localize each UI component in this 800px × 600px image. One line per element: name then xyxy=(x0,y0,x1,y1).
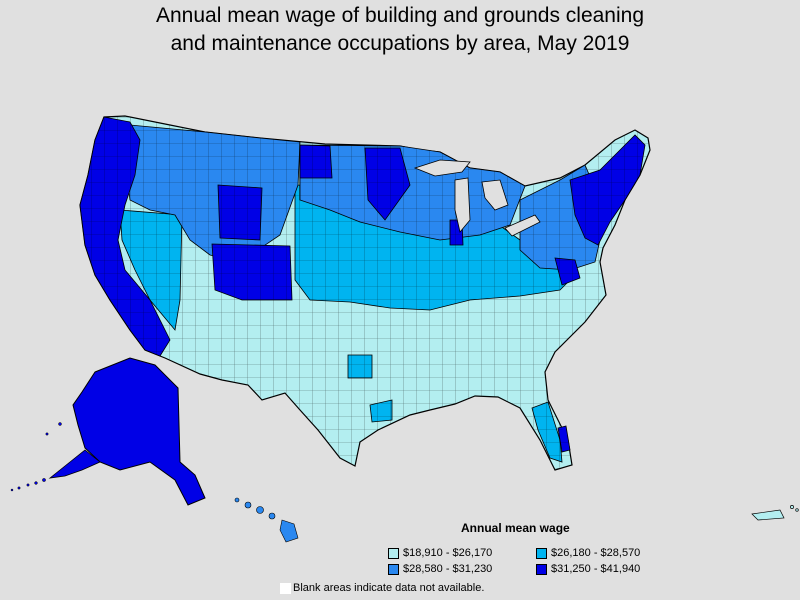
legend-item-band-2: $26,180 - $28,570 xyxy=(536,546,686,560)
legend-item-band-1: $18,910 - $26,170 xyxy=(388,546,536,560)
title-line-1: Annual mean wage of building and grounds… xyxy=(155,4,645,27)
legend-item-band-3: $28,580 - $31,230 xyxy=(388,562,536,576)
lake-erie xyxy=(504,214,541,237)
legend-label-band-4: $31,250 - $41,940 xyxy=(551,563,641,575)
blank-areas-note: Blank areas indicate data not available. xyxy=(280,582,484,594)
legend-swatch-band-2 xyxy=(536,547,547,559)
alaska-peninsula xyxy=(48,449,101,479)
legend-title: Annual mean wage xyxy=(461,521,570,535)
lake-superior xyxy=(413,159,471,177)
map-title: Annual mean wage of building and grounds… xyxy=(0,2,800,58)
title-line-2: and maintenance occupations by area, May… xyxy=(170,32,630,55)
aleutian-islands xyxy=(10,422,62,492)
alaska xyxy=(72,357,206,506)
legend-item-band-4: $31,250 - $41,940 xyxy=(536,562,686,576)
legend-swatch-band-3 xyxy=(388,563,399,575)
legend-label-band-3: $28,580 - $31,230 xyxy=(403,563,493,575)
legend: $18,910 - $26,170 $26,180 - $28,570 $28,… xyxy=(388,546,686,576)
lake-huron xyxy=(481,179,509,211)
legend-label-band-2: $26,180 - $28,570 xyxy=(551,547,641,559)
blank-note-text: Blank areas indicate data not available. xyxy=(293,582,485,594)
puerto-rico xyxy=(751,505,799,521)
legend-swatch-band-1 xyxy=(388,547,399,559)
legend-swatch-band-4 xyxy=(536,563,547,575)
hawaii xyxy=(234,497,299,543)
blank-swatch xyxy=(280,582,291,594)
legend-label-band-1: $18,910 - $26,170 xyxy=(403,547,493,559)
lake-michigan xyxy=(454,177,471,233)
